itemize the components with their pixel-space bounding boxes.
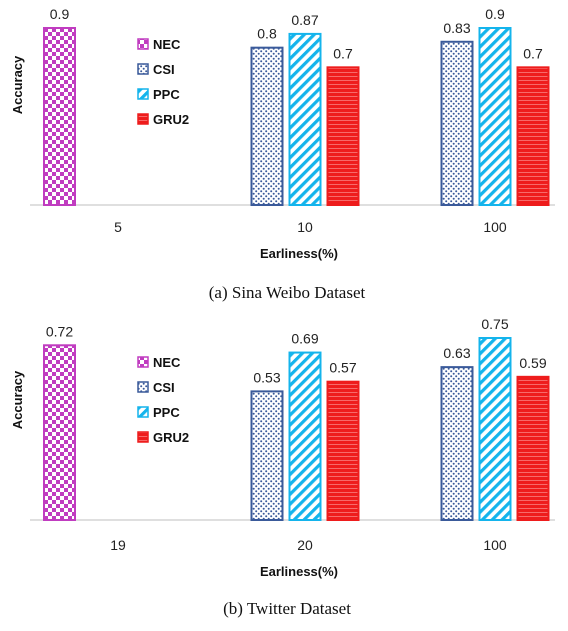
data-label: 0.57 (329, 360, 356, 376)
bar-gru2 (516, 375, 550, 521)
bar-nec (43, 27, 76, 206)
legend-label-ppc: PPC (153, 87, 180, 102)
legend-label-gru2: GRU2 (153, 112, 189, 127)
data-label: 0.87 (291, 12, 318, 28)
legend-label-gru2: GRU2 (153, 430, 189, 445)
bar-csi (250, 390, 284, 521)
data-label: 0.69 (291, 331, 318, 347)
legend-label-csi: CSI (153, 380, 175, 395)
legend-swatch-nec (137, 356, 149, 368)
legend-swatch-ppc (137, 88, 149, 100)
bar-csi (250, 46, 284, 206)
legend-label-nec: NEC (153, 355, 181, 370)
x-tick-label: 5 (114, 219, 122, 235)
x-tick-label: 100 (483, 537, 507, 553)
legend-label-csi: CSI (153, 62, 175, 77)
bar-gru2 (516, 66, 550, 207)
data-label: 0.75 (481, 316, 508, 332)
bar-ppc (288, 32, 322, 207)
data-label: 0.7 (523, 45, 543, 61)
data-label: 0.53 (253, 369, 280, 385)
legend-swatch-gru2 (137, 113, 149, 125)
data-label: 0.7 (333, 45, 353, 61)
legend-swatch-nec (137, 38, 149, 50)
legend-label-nec: NEC (153, 37, 181, 52)
legend: NEC CSI PPC GRU2 (137, 37, 189, 127)
data-label: 0.83 (443, 20, 470, 36)
x-axis-label: Earliness(%) (260, 246, 338, 261)
bar-csi (440, 40, 474, 207)
chart-panel-b: Accuracy 0.72 19 0.53 0.69 0.57 20 0.63 0.75 0.59… (10, 316, 555, 618)
chart-panel-a: Accuracy 0.9 5 0.8 0.87 0.7 10 0.83 0.9 0.7 100 NEC… (10, 6, 555, 302)
bar-gru2 (326, 380, 360, 521)
x-axis-label: Earliness(%) (260, 564, 338, 579)
legend-label-ppc: PPC (153, 405, 180, 420)
legend-swatch-ppc (137, 406, 149, 418)
data-label: 0.9 (50, 6, 70, 22)
data-label: 0.59 (519, 355, 546, 371)
bar-csi (440, 366, 474, 521)
x-tick-label: 19 (110, 537, 126, 553)
x-tick-label: 20 (297, 537, 313, 553)
bar-ppc (478, 27, 512, 206)
legend-swatch-csi (137, 381, 149, 393)
data-label: 0.63 (443, 345, 470, 361)
data-label: 0.8 (257, 26, 277, 42)
bar-nec (43, 344, 76, 521)
legend: NEC CSI PPC GRU2 (137, 355, 189, 445)
x-tick-label: 10 (297, 219, 313, 235)
legend-swatch-gru2 (137, 431, 149, 443)
figure-caption: (b) Twitter Dataset (223, 599, 351, 618)
bar-ppc (478, 337, 512, 521)
bar-ppc (288, 351, 322, 521)
data-label: 0.72 (46, 323, 73, 339)
data-label: 0.9 (485, 6, 505, 22)
legend-swatch-csi (137, 63, 149, 75)
bar-gru2 (326, 66, 360, 207)
y-axis-label: Accuracy (10, 370, 25, 429)
figure-caption: (a) Sina Weibo Dataset (209, 283, 366, 302)
x-tick-label: 100 (483, 219, 507, 235)
y-axis-label: Accuracy (10, 55, 25, 114)
